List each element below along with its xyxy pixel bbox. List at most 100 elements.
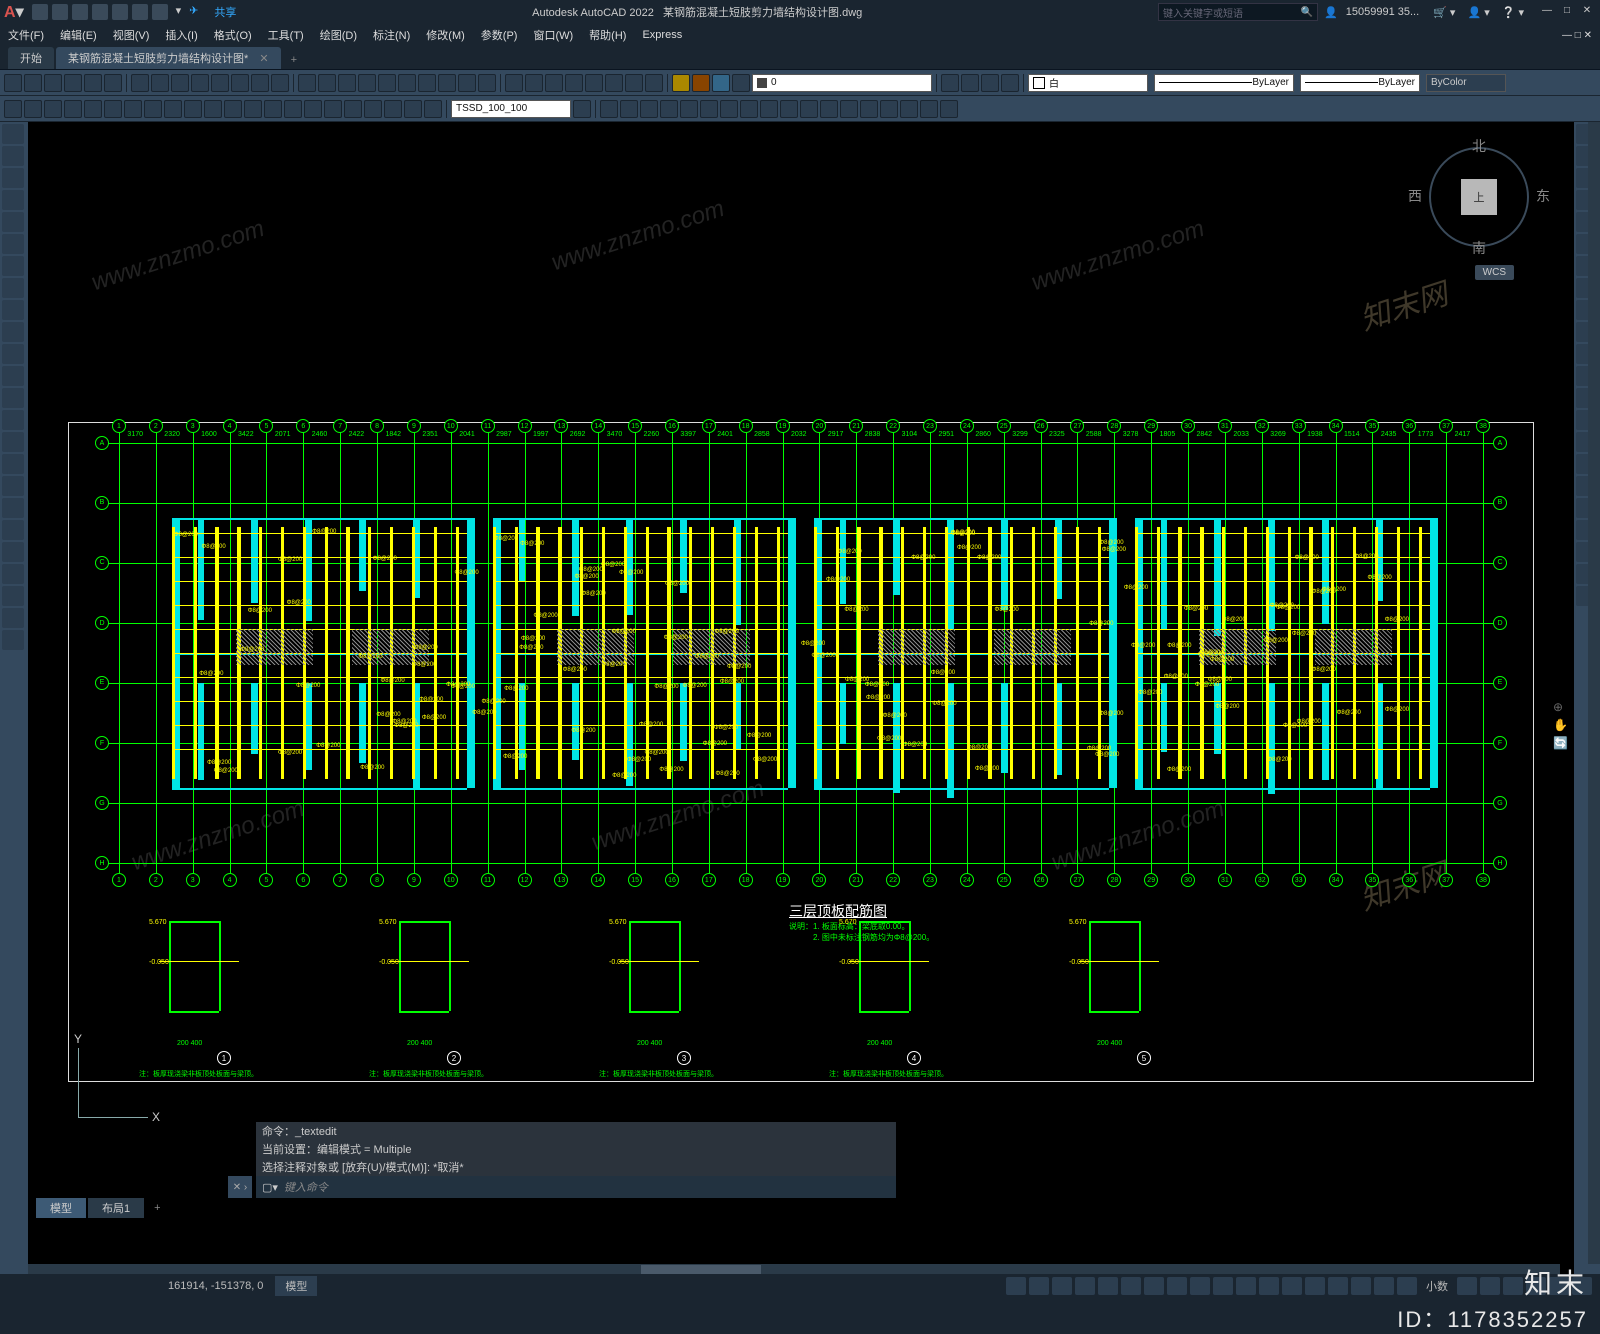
draw-tool-icon[interactable] xyxy=(2,520,24,540)
status-toggle-icon[interactable] xyxy=(1213,1277,1233,1295)
tb2-icon[interactable] xyxy=(64,100,82,118)
draw-tool-icon[interactable] xyxy=(2,212,24,232)
coords-readout[interactable]: 161914, -151378, 0 xyxy=(168,1280,263,1292)
model-canvas[interactable]: 上 北 南 西 东 WCS ⊕ ✋ 🔄 www.znzmo.com www.zn… xyxy=(28,122,1574,1278)
user-name[interactable]: 15059991 35... xyxy=(1346,6,1419,18)
status-toggle-icon[interactable] xyxy=(1259,1277,1279,1295)
tb2-icon[interactable] xyxy=(840,100,858,118)
tb1-icon[interactable] xyxy=(64,74,82,92)
menu-insert[interactable]: 插入(I) xyxy=(165,27,197,43)
tb1-icon[interactable] xyxy=(338,74,356,92)
menu-help[interactable]: 帮助(H) xyxy=(589,27,626,43)
cart-icon[interactable]: 🛒 ▾ xyxy=(1433,6,1455,19)
draw-tool-icon[interactable] xyxy=(2,344,24,364)
draw-tool-icon[interactable] xyxy=(2,498,24,518)
tb2-icon[interactable] xyxy=(760,100,778,118)
status-toggle-icon[interactable] xyxy=(1006,1277,1026,1295)
menu-param[interactable]: 参数(P) xyxy=(481,27,518,43)
menu-express[interactable]: Express xyxy=(642,29,682,41)
draw-tool-icon[interactable] xyxy=(2,388,24,408)
draw-tool-icon[interactable] xyxy=(2,300,24,320)
tb1-icon[interactable] xyxy=(318,74,336,92)
tb2-icon[interactable] xyxy=(44,100,62,118)
draw-tool-icon[interactable] xyxy=(2,168,24,188)
status-toggle-icon[interactable] xyxy=(1305,1277,1325,1295)
tb2-icon[interactable] xyxy=(324,100,342,118)
tb1-icon[interactable] xyxy=(131,74,149,92)
tb2-icon[interactable] xyxy=(104,100,122,118)
tb2-icon[interactable] xyxy=(600,100,618,118)
status-toggle-icon[interactable] xyxy=(1328,1277,1348,1295)
draw-tool-icon[interactable] xyxy=(2,124,24,144)
menu-edit[interactable]: 编辑(E) xyxy=(60,27,97,43)
tb1-icon[interactable] xyxy=(458,74,476,92)
help-search[interactable]: 键入关键字或短语 🔍 xyxy=(1158,3,1318,21)
tb1-icon[interactable] xyxy=(981,74,999,92)
status-toggle-icon[interactable] xyxy=(1190,1277,1210,1295)
tb1-icon[interactable] xyxy=(231,74,249,92)
tb2-icon[interactable] xyxy=(880,100,898,118)
viewcube-w[interactable]: 西 xyxy=(1408,186,1422,206)
dimstyle-dropdown[interactable]: TSSD_100_100 xyxy=(451,100,571,118)
tb2-icon[interactable] xyxy=(244,100,262,118)
draw-tool-icon[interactable] xyxy=(2,542,24,562)
tb1-icon[interactable] xyxy=(605,74,623,92)
viewcube[interactable]: 上 北 南 西 东 WCS xyxy=(1424,142,1534,252)
status-toggle-icon[interactable] xyxy=(1029,1277,1049,1295)
undo-icon[interactable] xyxy=(132,4,148,20)
share-icon[interactable]: ✈ xyxy=(189,4,198,20)
bulb-icon[interactable] xyxy=(672,74,690,92)
new-icon[interactable] xyxy=(32,4,48,20)
scrollbar-v[interactable] xyxy=(1588,122,1600,1264)
tb2-icon[interactable] xyxy=(204,100,222,118)
draw-tool-icon[interactable] xyxy=(2,278,24,298)
tb1-icon[interactable] xyxy=(525,74,543,92)
tb2-icon[interactable] xyxy=(900,100,918,118)
tb2-icon[interactable] xyxy=(124,100,142,118)
status-toggle-icon[interactable] xyxy=(1167,1277,1187,1295)
tb1-icon[interactable] xyxy=(44,74,62,92)
menu-modify[interactable]: 修改(M) xyxy=(426,27,465,43)
tb2-icon[interactable] xyxy=(344,100,362,118)
status-toggle-icon[interactable] xyxy=(1282,1277,1302,1295)
tb2-icon[interactable] xyxy=(384,100,402,118)
tb1-icon[interactable] xyxy=(24,74,42,92)
menu-tools[interactable]: 工具(T) xyxy=(268,27,304,43)
tb1-icon[interactable] xyxy=(418,74,436,92)
tb1-icon[interactable] xyxy=(941,74,959,92)
navbar-icon[interactable]: ⊕ xyxy=(1553,700,1568,714)
viewcube-e[interactable]: 东 xyxy=(1536,186,1550,206)
user-icon[interactable]: 👤 xyxy=(1324,6,1338,19)
status-toggle-icon[interactable] xyxy=(1052,1277,1072,1295)
tb1-icon[interactable] xyxy=(645,74,663,92)
viewcube-s[interactable]: 南 xyxy=(1472,238,1486,258)
tb2-icon[interactable] xyxy=(700,100,718,118)
tb2-icon[interactable] xyxy=(84,100,102,118)
tb1-icon[interactable] xyxy=(211,74,229,92)
status-model[interactable]: 模型 xyxy=(275,1276,317,1296)
tb1-icon[interactable] xyxy=(151,74,169,92)
tb1-icon[interactable] xyxy=(378,74,396,92)
menu-view[interactable]: 视图(V) xyxy=(113,27,150,43)
tb2-icon[interactable] xyxy=(780,100,798,118)
tb2-icon[interactable] xyxy=(424,100,442,118)
tb1-icon[interactable] xyxy=(398,74,416,92)
draw-tool-icon[interactable] xyxy=(2,564,24,584)
saveas-icon[interactable] xyxy=(92,4,108,20)
status-toggle-icon[interactable] xyxy=(1098,1277,1118,1295)
tb1-icon[interactable] xyxy=(478,74,496,92)
tb2-icon[interactable] xyxy=(144,100,162,118)
tab-document[interactable]: 某钢筋混凝土短肢剪力墙结构设计图* ✕ xyxy=(56,47,281,69)
tb2-icon[interactable] xyxy=(800,100,818,118)
minimize-button[interactable]: — xyxy=(1538,5,1556,19)
save-icon[interactable] xyxy=(72,4,88,20)
status-toggle-icon[interactable] xyxy=(1144,1277,1164,1295)
tab-close-icon[interactable]: ✕ xyxy=(259,53,268,65)
redo-icon[interactable] xyxy=(152,4,168,20)
tb2-icon[interactable] xyxy=(920,100,938,118)
tb2-icon[interactable] xyxy=(940,100,958,118)
tb1-icon[interactable] xyxy=(1001,74,1019,92)
status-toggle-icon[interactable] xyxy=(1351,1277,1371,1295)
draw-tool-icon[interactable] xyxy=(2,454,24,474)
viewcube-n[interactable]: 北 xyxy=(1472,136,1486,156)
